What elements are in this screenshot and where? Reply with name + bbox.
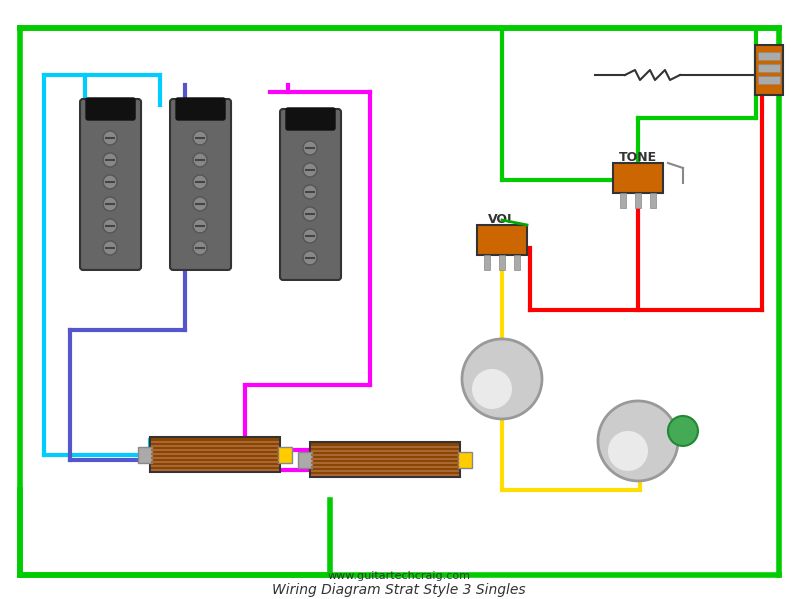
Circle shape [668,416,698,446]
Circle shape [608,431,648,471]
Circle shape [193,153,207,167]
Text: www.guitartechcraig.com: www.guitartechcraig.com [328,571,471,581]
Bar [278,447,292,463]
Bar [150,437,280,472]
Bar [514,255,520,270]
Circle shape [103,131,117,145]
Bar [635,193,641,208]
Text: VOL: VOL [488,213,516,226]
Bar [755,45,783,95]
Circle shape [303,163,317,177]
Circle shape [193,197,207,211]
Bar [484,255,490,270]
Circle shape [103,197,117,211]
Circle shape [103,175,117,189]
Bar [298,452,312,468]
FancyBboxPatch shape [86,98,135,120]
Circle shape [193,175,207,189]
Circle shape [193,219,207,233]
FancyBboxPatch shape [80,99,141,270]
Circle shape [103,153,117,167]
Circle shape [193,241,207,255]
Bar [613,163,663,193]
Circle shape [303,229,317,243]
Bar [138,447,152,463]
Circle shape [472,369,512,409]
Circle shape [103,241,117,255]
Circle shape [303,207,317,221]
Text: TONE: TONE [619,152,657,165]
Circle shape [193,131,207,145]
Text: Wiring Diagram Strat Style 3 Singles: Wiring Diagram Strat Style 3 Singles [272,583,526,597]
Circle shape [303,185,317,199]
Circle shape [598,401,678,481]
Bar [758,52,780,60]
FancyBboxPatch shape [176,98,225,120]
Bar [620,193,626,208]
Circle shape [303,251,317,265]
Bar [758,76,780,84]
Bar [458,452,472,468]
Bar [310,442,460,477]
FancyBboxPatch shape [280,109,341,280]
Bar [650,193,656,208]
Bar [477,225,527,255]
Bar [499,255,505,270]
Bar [758,64,780,72]
Circle shape [103,219,117,233]
FancyBboxPatch shape [286,108,335,130]
Circle shape [462,339,542,419]
FancyBboxPatch shape [170,99,231,270]
Circle shape [303,141,317,155]
